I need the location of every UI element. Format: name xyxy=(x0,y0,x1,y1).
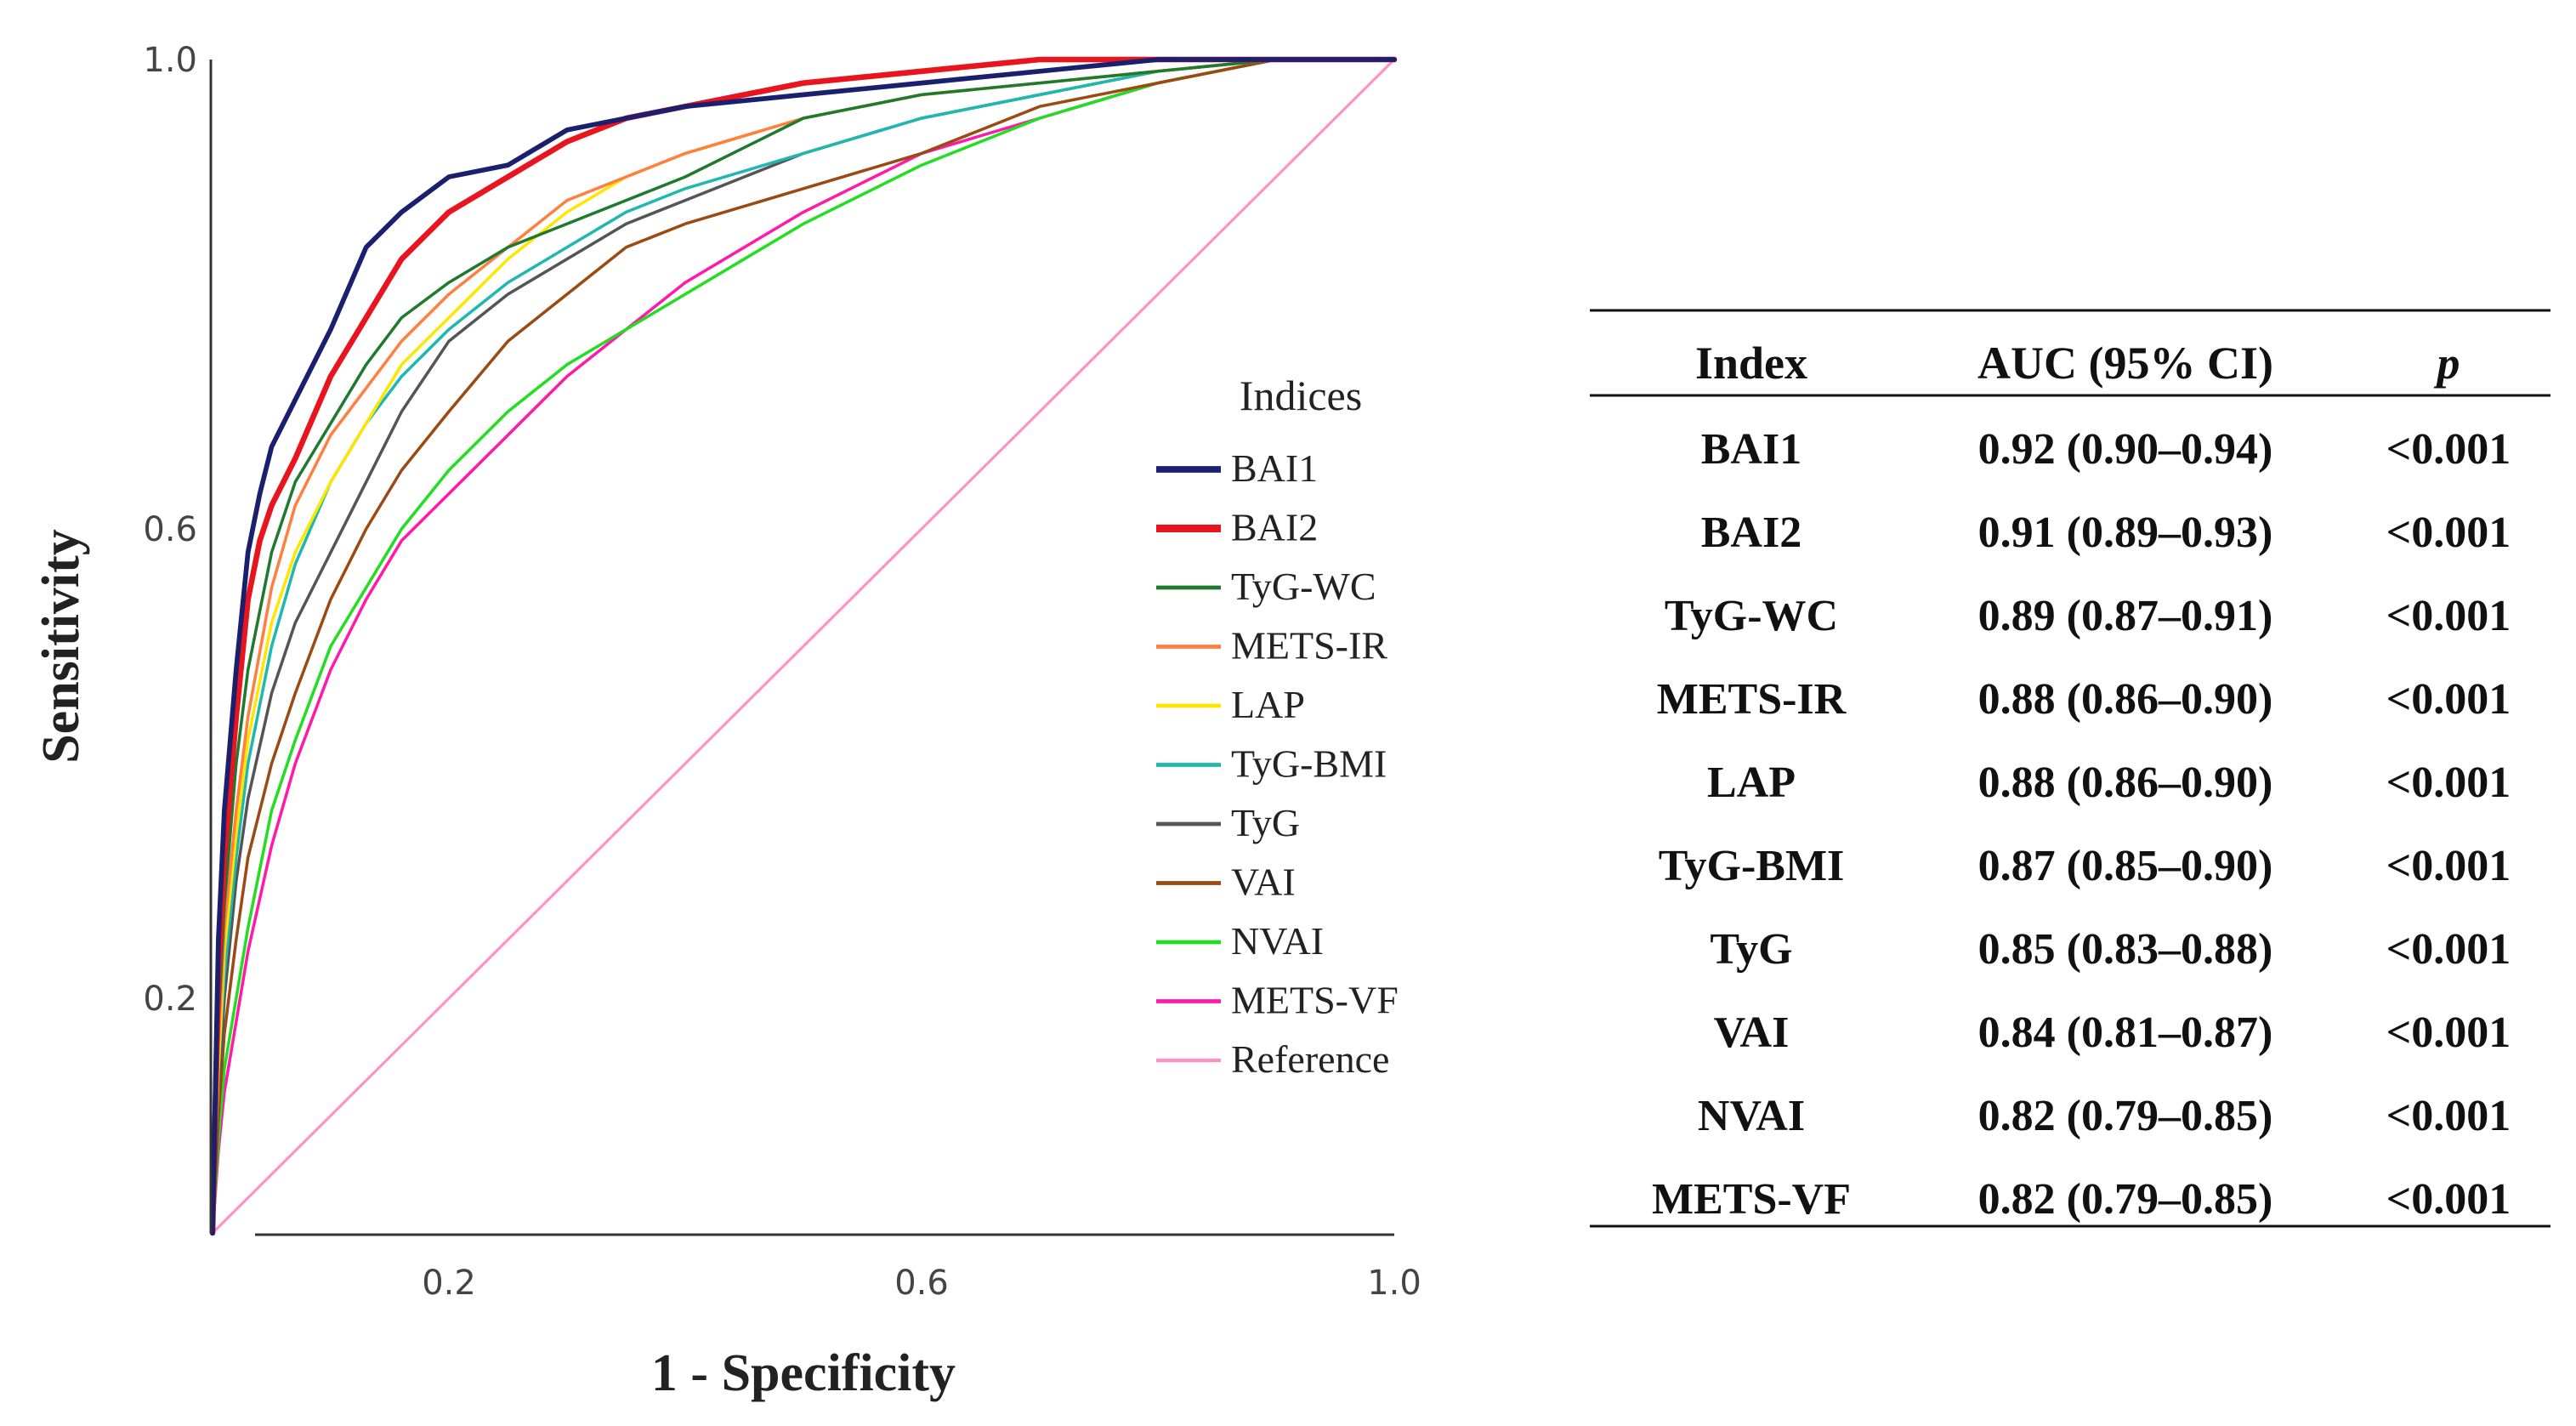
table-cell-p: <0.001 xyxy=(2386,1008,2511,1057)
legend-item-nvai: NVAI xyxy=(1156,919,1324,963)
table-cell-auc: 0.85 (0.83–0.88) xyxy=(1978,925,2273,974)
x-tick-label: 0.2 xyxy=(422,1264,476,1303)
table-cell-p: <0.001 xyxy=(2386,842,2511,890)
legend-item-mets-ir: METS-IR xyxy=(1156,624,1387,668)
series-line-vai xyxy=(211,58,1396,1235)
series-line-tyg-bmi xyxy=(211,58,1396,1235)
table-cell-p: <0.001 xyxy=(2386,425,2511,474)
series-line-reference xyxy=(211,58,1396,1235)
table-cell-index: TyG-WC xyxy=(1665,592,1838,640)
table-cell-index: METS-IR xyxy=(1657,675,1847,724)
legend-item-bai2: BAI2 xyxy=(1156,506,1318,549)
table-cell-auc: 0.84 (0.81–0.87) xyxy=(1978,1008,2273,1057)
table-cell-auc: 0.87 (0.85–0.90) xyxy=(1978,842,2273,890)
table-cell-auc: 0.88 (0.86–0.90) xyxy=(1978,758,2273,807)
series-line-bai1 xyxy=(210,57,1397,1236)
legend-item-bai1: BAI1 xyxy=(1156,446,1318,490)
table-row: VAI 0.84 (0.81–0.87) <0.001 xyxy=(1714,1008,2511,1057)
y-tick-label: 0.6 xyxy=(143,510,197,549)
table-cell-auc: 0.91 (0.89–0.93) xyxy=(1978,508,2273,557)
legend-item-vai: VAI xyxy=(1156,861,1296,904)
y-tick-label: 1.0 xyxy=(143,41,197,80)
series-line-tyg-wc xyxy=(211,58,1396,1235)
legend-label: TyG-BMI xyxy=(1231,742,1387,786)
legend-title: Indices xyxy=(1240,372,1362,419)
table-header-auc: AUC (95% CI) xyxy=(1977,338,2273,389)
table-cell-p: <0.001 xyxy=(2386,758,2511,807)
x-tick-label: 1.0 xyxy=(1367,1264,1421,1303)
legend-label: METS-VF xyxy=(1231,979,1399,1022)
table-cell-auc: 0.89 (0.87–0.91) xyxy=(1978,592,2273,640)
legend-label: METS-IR xyxy=(1231,624,1387,668)
table-cell-index: BAI2 xyxy=(1701,508,1801,557)
legend-item-tyg-wc: TyG-WC xyxy=(1156,565,1376,608)
table-row: TyG-BMI 0.87 (0.85–0.90) <0.001 xyxy=(1659,842,2511,890)
table-cell-p: <0.001 xyxy=(2386,1092,2511,1140)
plot-area xyxy=(209,56,1398,1236)
table-cell-auc: 0.92 (0.90–0.94) xyxy=(1978,425,2273,474)
table-row: METS-VF 0.82 (0.79–0.85) <0.001 xyxy=(1652,1175,2511,1224)
legend-label: NVAI xyxy=(1231,919,1324,963)
table-cell-index: TyG xyxy=(1710,925,1792,974)
table-cell-auc: 0.82 (0.79–0.85) xyxy=(1978,1092,2273,1140)
legend-item-lap: LAP xyxy=(1156,683,1305,726)
legend-label: TyG xyxy=(1231,801,1300,844)
table-cell-p: <0.001 xyxy=(2386,675,2511,724)
legend-item-tyg-bmi: TyG-BMI xyxy=(1156,742,1387,786)
table-row: LAP 0.88 (0.86–0.90) <0.001 xyxy=(1707,758,2511,807)
legend-item-tyg: TyG xyxy=(1156,801,1300,844)
table-cell-index: LAP xyxy=(1707,758,1796,807)
table-cell-index: NVAI xyxy=(1698,1092,1805,1140)
legend-label: Reference xyxy=(1231,1037,1389,1081)
table-cell-index: VAI xyxy=(1714,1008,1790,1057)
table-row: METS-IR 0.88 (0.86–0.90) <0.001 xyxy=(1657,675,2511,724)
table-cell-p: <0.001 xyxy=(2386,925,2511,974)
table-cell-index: TyG-BMI xyxy=(1659,842,1845,890)
table-row: BAI1 0.92 (0.90–0.94) <0.001 xyxy=(1701,425,2511,474)
table-cell-p: <0.001 xyxy=(2386,1175,2511,1224)
table-cell-index: METS-VF xyxy=(1652,1175,1851,1224)
x-axis-title: 1 - Specificity xyxy=(651,1344,956,1402)
x-tick-label: 0.6 xyxy=(894,1264,949,1303)
legend: Indices BAI1 BAI2 TyG-WC METS-IR LAP TyG-BMI Ty… xyxy=(1156,372,1399,1081)
legend-label: TyG-WC xyxy=(1231,565,1376,608)
legend-label: BAI2 xyxy=(1231,506,1318,549)
y-tick-label: 0.2 xyxy=(143,980,197,1019)
axes: 0.2 0.6 1.0 0.2 0.6 1.0 1 - Specificity Sensiti… xyxy=(32,41,1421,1402)
table-cell-p: <0.001 xyxy=(2386,592,2511,640)
series-line-bai2 xyxy=(209,56,1398,1236)
y-axis-title: Sensitivity xyxy=(32,529,90,764)
table-row: NVAI 0.82 (0.79–0.85) <0.001 xyxy=(1698,1092,2511,1140)
auc-table: Index AUC (95% CI) p BAI1 0.92 (0.90–0.94) <0… xyxy=(1590,309,2550,1228)
legend-label: LAP xyxy=(1231,683,1305,726)
table-cell-auc: 0.88 (0.86–0.90) xyxy=(1978,675,2273,724)
table-row: BAI2 0.91 (0.89–0.93) <0.001 xyxy=(1701,508,2511,557)
legend-item-mets-vf: METS-VF xyxy=(1156,979,1399,1022)
table-row: TyG 0.85 (0.83–0.88) <0.001 xyxy=(1710,925,2511,974)
legend-item-reference: Reference xyxy=(1156,1037,1389,1081)
table-header-index: Index xyxy=(1695,338,1807,389)
table-cell-p: <0.001 xyxy=(2386,508,2511,557)
series-line-nvai xyxy=(211,58,1396,1235)
table-cell-index: BAI1 xyxy=(1701,425,1801,474)
legend-label: BAI1 xyxy=(1231,446,1318,490)
table-cell-auc: 0.82 (0.79–0.85) xyxy=(1978,1175,2273,1224)
table-header-p: p xyxy=(2434,338,2460,389)
table-row: TyG-WC 0.89 (0.87–0.91) <0.001 xyxy=(1665,592,2511,640)
legend-label: VAI xyxy=(1231,861,1296,904)
series-line-mets-vf xyxy=(211,58,1396,1235)
